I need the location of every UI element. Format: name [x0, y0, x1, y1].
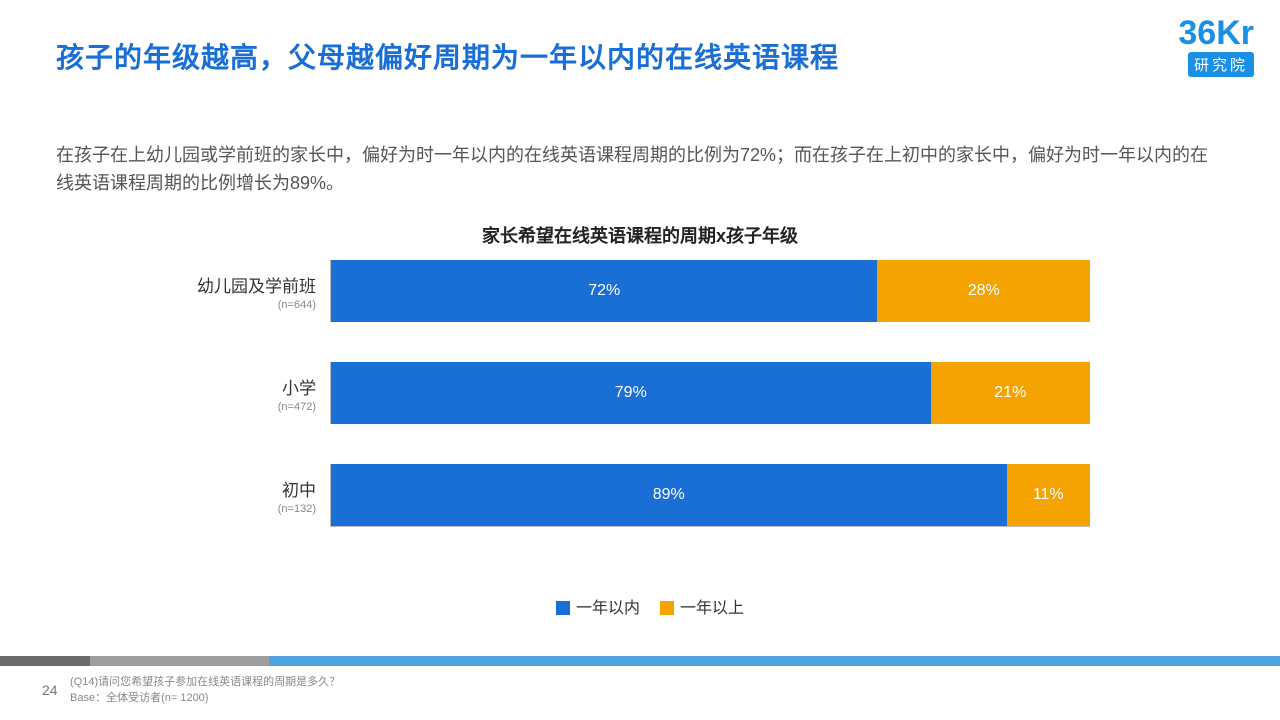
bar-area: 89%11% — [330, 464, 1090, 526]
bar-segment: 28% — [877, 260, 1090, 322]
page-title: 孩子的年级越高，父母越偏好周期为一年以内的在线英语课程 — [56, 36, 839, 76]
stacked-bar-chart: 幼儿园及学前班 (n=644) 72%28% 小学 (n=472) 79%21% 初中 (n=… — [190, 260, 1090, 527]
chart-legend: 一年以内 一年以上 — [0, 594, 1280, 618]
row-label-group: 初中 (n=132) — [190, 476, 330, 515]
logo: 36Kr 研究院 — [1178, 16, 1254, 77]
row-label: 初中 — [190, 476, 316, 501]
chart-row: 小学 (n=472) 79%21% — [190, 362, 1090, 424]
row-label-group: 小学 (n=472) — [190, 374, 330, 413]
legend-label: 一年以上 — [680, 600, 744, 617]
footnote-base: Base：全体受访者(n= 1200) — [70, 691, 340, 706]
slide: 孩子的年级越高，父母越偏好周期为一年以内的在线英语课程 36Kr 研究院 在孩子… — [0, 0, 1280, 720]
chart-title: 家长希望在线英语课程的周期x孩子年级 — [0, 222, 1280, 248]
legend-label: 一年以内 — [576, 600, 640, 617]
row-n: (n=472) — [190, 401, 316, 413]
row-n: (n=644) — [190, 299, 316, 311]
footer-accent-bar — [0, 656, 1280, 666]
footer-bar-segment — [0, 656, 90, 666]
bar-segment: 72% — [331, 260, 877, 322]
footer-bar-segment — [269, 656, 1280, 666]
legend-swatch — [660, 601, 674, 615]
chart-axis — [330, 526, 1090, 527]
chart-row: 初中 (n=132) 89%11% — [190, 464, 1090, 526]
footnotes: (Q14)请问您希望孩子参加在线英语课程的周期是多久？ Base：全体受访者(n… — [70, 675, 340, 706]
footer-bar-segment — [90, 656, 269, 666]
bar-segment: 89% — [331, 464, 1007, 526]
page-number: 24 — [42, 682, 58, 698]
chart-row: 幼儿园及学前班 (n=644) 72%28% — [190, 260, 1090, 322]
bar-area: 79%21% — [330, 362, 1090, 424]
row-label: 幼儿园及学前班 — [190, 272, 316, 297]
footnote-question: (Q14)请问您希望孩子参加在线英语课程的周期是多久？ — [70, 675, 340, 690]
bar-segment: 21% — [931, 362, 1090, 424]
logo-subtext: 研究院 — [1188, 52, 1254, 77]
description-text: 在孩子在上幼儿园或学前班的家长中，偏好为时一年以内的在线英语课程周期的比例为72… — [56, 142, 1224, 198]
logo-text: 36Kr — [1178, 16, 1254, 50]
bar-segment: 11% — [1007, 464, 1090, 526]
row-n: (n=132) — [190, 503, 316, 515]
row-label: 小学 — [190, 374, 316, 399]
bar-segment: 79% — [331, 362, 931, 424]
bar-area: 72%28% — [330, 260, 1090, 322]
row-label-group: 幼儿园及学前班 (n=644) — [190, 272, 330, 311]
legend-swatch — [556, 601, 570, 615]
